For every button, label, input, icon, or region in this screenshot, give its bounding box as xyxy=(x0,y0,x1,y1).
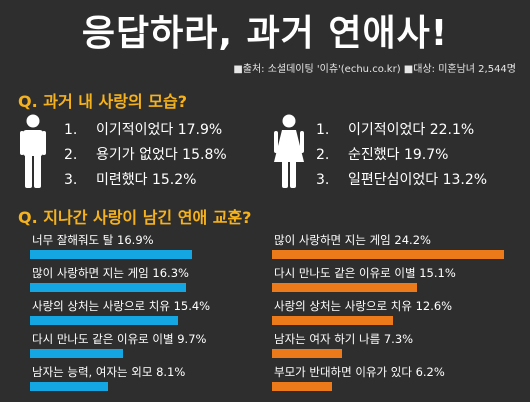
lesson-label: 사랑의 상처는 사랑으로 치유 12.6% xyxy=(274,299,453,313)
lesson-label: 남자는 능력, 여자는 외모 8.1% xyxy=(32,365,186,379)
lesson-label: 사랑의 상처는 사랑으로 치유 15.4% xyxy=(32,299,211,313)
lesson-label: 너무 잘해줘도 탈 16.9% xyxy=(32,233,154,247)
lesson-row: 다시 만나도 같은 이유로 이별 15.1% xyxy=(272,265,512,298)
list-item: 1. 이기적이었다 22.1% xyxy=(316,118,487,143)
item-text: 이기적이었다 17.9% xyxy=(96,122,223,138)
question-2: Q. 지나간 사랑이 남긴 연애 교훈? xyxy=(18,208,252,227)
male-answers: 1. 이기적이었다 17.9% 2. 용기가 없었다 15.8% 3. 미련했다 15… xyxy=(64,118,227,193)
item-text: 용기가 없었다 15.8% xyxy=(96,147,227,163)
lesson-bar xyxy=(272,382,332,391)
item-text: 순진했다 19.7% xyxy=(348,147,449,163)
female-icon xyxy=(274,114,304,188)
lesson-row: 많이 사랑하면 지는 게임 16.3% xyxy=(30,265,270,298)
lesson-label: 다시 만나도 같은 이유로 이별 9.7% xyxy=(32,332,207,346)
lesson-label: 많이 사랑하면 지는 게임 16.3% xyxy=(32,266,189,280)
female-answers: 1. 이기적이었다 22.1% 2. 순진했다 19.7% 3. 일편단심이었다 13… xyxy=(316,118,487,193)
lesson-bar xyxy=(30,250,192,259)
page-title: 응답하라, 과거 연애사! xyxy=(81,13,449,54)
lesson-row: 다시 만나도 같은 이유로 이별 9.7% xyxy=(30,331,270,364)
lesson-row: 부모가 반대하면 이유가 있다 6.2% xyxy=(272,364,512,397)
item-number: 1. xyxy=(316,122,330,138)
lesson-row: 많이 사랑하면 지는 게임 24.2% xyxy=(272,232,512,265)
source-note: ■출처: 소셜데이팅 '이츄'(echu.co.kr) ■대상: 미혼남녀 2,… xyxy=(233,64,516,75)
lesson-row: 남자는 능력, 여자는 외모 8.1% xyxy=(30,364,270,397)
lesson-row: 너무 잘해줘도 탈 16.9% xyxy=(30,232,270,265)
item-number: 2. xyxy=(64,147,78,163)
list-item: 3. 미련했다 15.2% xyxy=(64,168,227,193)
item-text: 미련했다 15.2% xyxy=(96,172,197,188)
female-lessons: 많이 사랑하면 지는 게임 24.2% 다시 만나도 같은 이유로 이별 15.… xyxy=(272,232,512,397)
male-icon xyxy=(20,114,46,188)
lesson-bar xyxy=(30,382,108,391)
lesson-bar xyxy=(272,349,342,358)
item-number: 2. xyxy=(316,147,330,163)
item-number: 1. xyxy=(64,122,78,138)
lesson-label: 부모가 반대하면 이유가 있다 6.2% xyxy=(274,365,445,379)
lesson-bar xyxy=(272,316,393,325)
lesson-bar xyxy=(272,283,417,292)
list-item: 2. 순진했다 19.7% xyxy=(316,143,487,168)
list-item: 2. 용기가 없었다 15.8% xyxy=(64,143,227,168)
lesson-bar xyxy=(30,283,186,292)
lesson-bar xyxy=(272,250,504,259)
lesson-row: 남자는 여자 하기 나름 7.3% xyxy=(272,331,512,364)
lesson-row: 사랑의 상처는 사랑으로 치유 12.6% xyxy=(272,298,512,331)
item-text: 일편단심이었다 13.2% xyxy=(348,172,488,188)
lesson-bar xyxy=(30,349,123,358)
lesson-row: 사랑의 상처는 사랑으로 치유 15.4% xyxy=(30,298,270,331)
question-1: Q. 과거 내 사랑의 모습? xyxy=(18,92,188,111)
item-number: 3. xyxy=(316,172,330,188)
item-number: 3. xyxy=(64,172,78,188)
lesson-label: 다시 만나도 같은 이유로 이별 15.1% xyxy=(274,266,456,280)
lesson-label: 남자는 여자 하기 나름 7.3% xyxy=(274,332,414,346)
lesson-bar xyxy=(30,316,178,325)
list-item: 1. 이기적이었다 17.9% xyxy=(64,118,227,143)
list-item: 3. 일편단심이었다 13.2% xyxy=(316,168,487,193)
male-lessons: 너무 잘해줘도 탈 16.9% 많이 사랑하면 지는 게임 16.3% 사랑의 … xyxy=(30,232,270,397)
lesson-label: 많이 사랑하면 지는 게임 24.2% xyxy=(274,233,431,247)
item-text: 이기적이었다 22.1% xyxy=(348,122,475,138)
